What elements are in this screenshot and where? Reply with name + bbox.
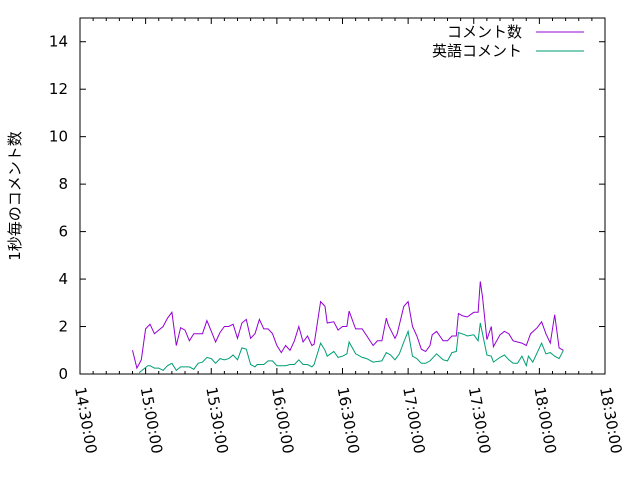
x-tick-label: 16:00:00: [268, 386, 297, 455]
y-tick-label: 8: [58, 175, 68, 193]
legend-label: コメント数: [447, 23, 522, 41]
x-tick-label: 17:00:00: [399, 386, 428, 455]
y-tick-label: 0: [58, 365, 68, 383]
x-tick-label: 17:30:00: [465, 386, 494, 455]
y-tick-label: 2: [58, 318, 68, 336]
legend-label: 英語コメント: [432, 42, 522, 60]
series-line-1: [138, 322, 564, 374]
y-tick-label: 10: [49, 128, 68, 146]
y-axis-label: 1秒毎のコメント数: [6, 131, 24, 261]
x-tick-label: 15:30:00: [202, 386, 231, 455]
series-line-0: [132, 281, 564, 370]
x-tick-label: 14:30:00: [71, 386, 100, 455]
plot-frame: [79, 17, 606, 375]
y-tick-label: 12: [49, 80, 68, 98]
x-tick-label: 18:00:00: [530, 386, 559, 455]
x-tick-label: 15:00:00: [137, 386, 166, 455]
x-tick-label: 18:30:00: [596, 386, 625, 455]
y-tick-label: 4: [58, 270, 68, 288]
x-tick-label: 16:30:00: [334, 386, 363, 455]
y-tick-label: 14: [49, 33, 68, 51]
y-tick-label: 6: [58, 223, 68, 241]
